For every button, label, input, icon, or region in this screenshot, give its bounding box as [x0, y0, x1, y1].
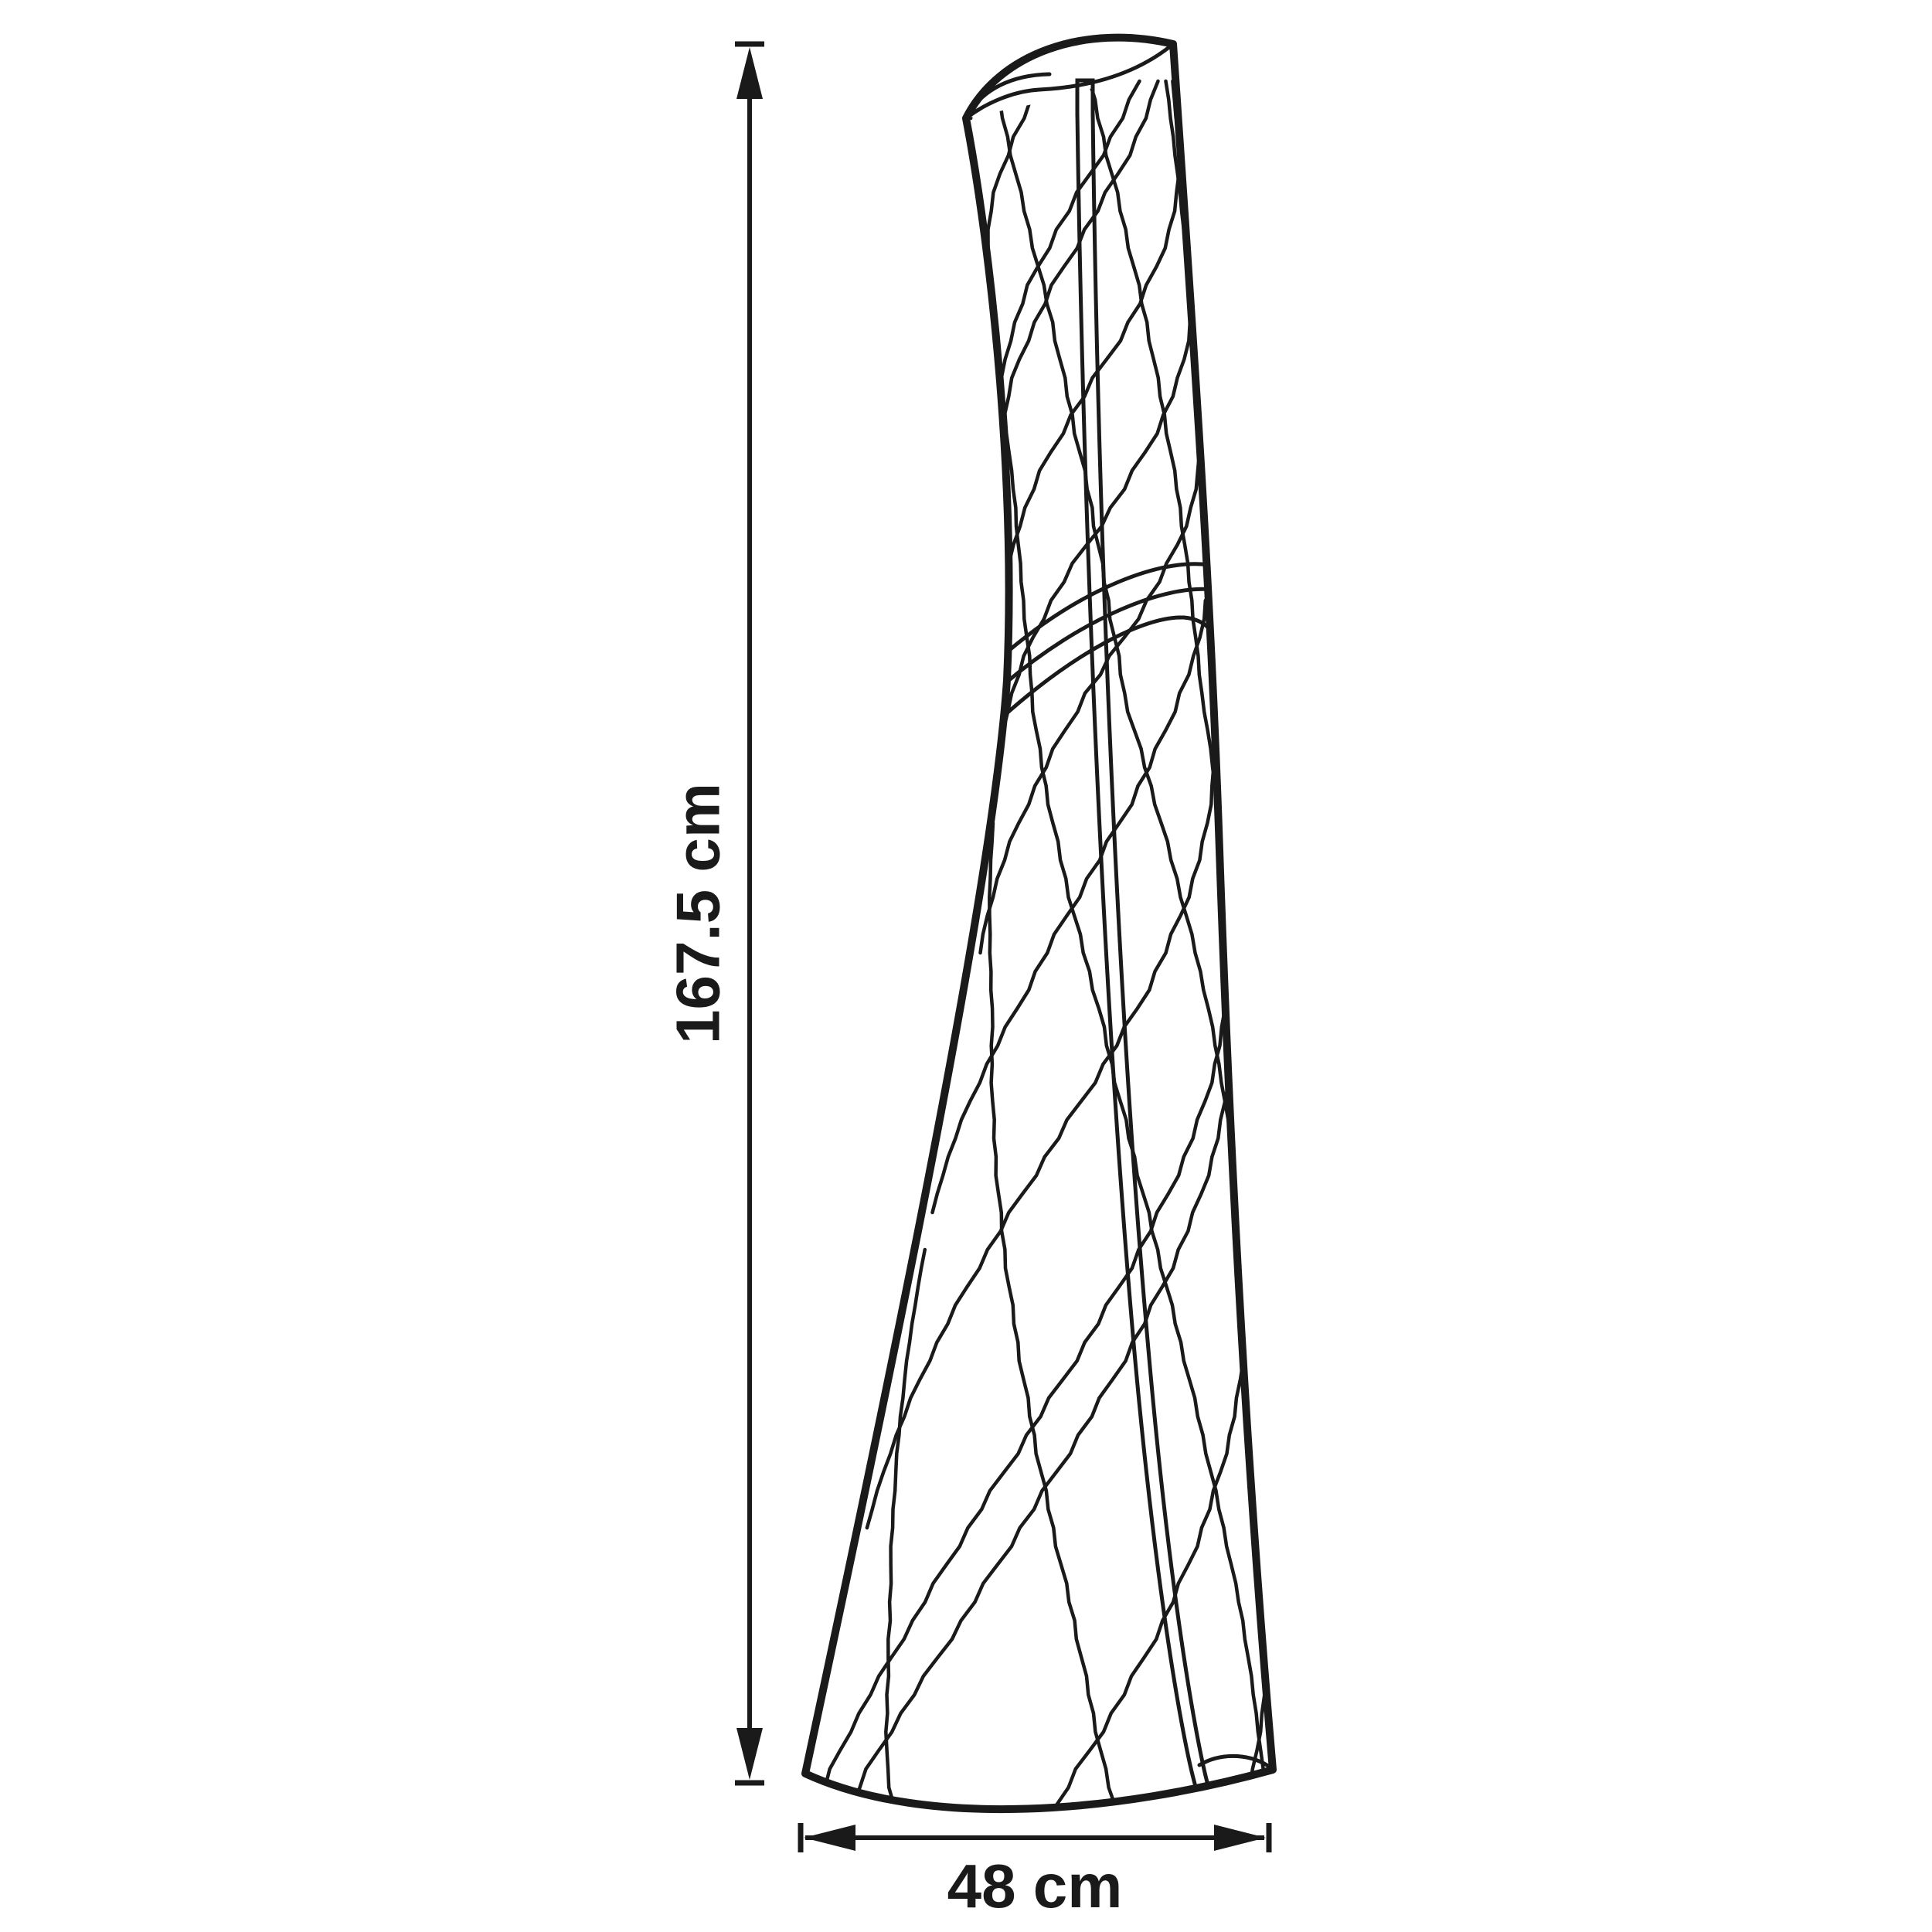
width-label: 48 cm — [947, 1852, 1123, 1920]
cover-illustration — [801, 33, 1277, 1814]
zipper-tape-left — [1075, 111, 1197, 1786]
top-rim-inner-edge — [964, 42, 1175, 121]
height-label: 167.5 cm — [664, 783, 733, 1044]
lattice-line — [986, 264, 1268, 1808]
width-dimension: 48 cm — [798, 1823, 1272, 1920]
lattice-line — [978, 450, 1202, 955]
lattice-line — [992, 79, 1247, 1270]
lattice-line — [818, 79, 1229, 1808]
strap-band-mid-edge — [1003, 587, 1215, 685]
strap-band-top-edge — [1005, 562, 1211, 654]
cover-outline — [801, 33, 1277, 1814]
strap-band — [1000, 562, 1220, 719]
lattice-line — [884, 1247, 927, 1808]
lattice-line — [1005, 172, 1247, 1808]
height-dimension: 167.5 cm — [664, 41, 764, 1786]
lattice-line — [1087, 79, 1220, 825]
lattice-line — [865, 79, 1216, 1530]
arrow-left-icon — [804, 1825, 855, 1851]
arrow-right-icon — [1214, 1825, 1266, 1851]
lattice-line — [850, 79, 1233, 1808]
zipper-tape-right — [1090, 111, 1209, 1784]
lattice-pattern — [818, 79, 1270, 1808]
arrow-down-icon — [736, 1728, 763, 1780]
zipper-top-stop — [1075, 78, 1095, 118]
zipper — [1075, 78, 1274, 1786]
bottom-hem-curl — [1197, 1753, 1274, 1770]
lattice-line — [988, 821, 1117, 1808]
arrow-up-icon — [736, 47, 763, 99]
